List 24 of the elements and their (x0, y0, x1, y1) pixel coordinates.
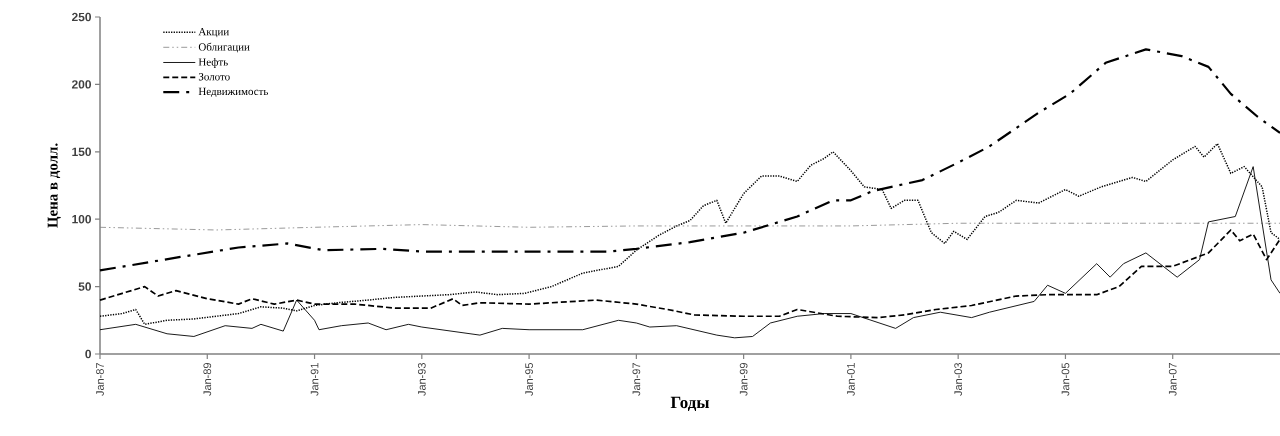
legend-label: Золото (198, 73, 230, 81)
x-axis-title: Годы (670, 396, 710, 411)
y-tick-label: 250 (71, 12, 92, 22)
y-tick-label: 0 (85, 349, 92, 359)
x-tick-label: Jan-87 (96, 363, 104, 396)
y-axis-title: Цена в долл. (47, 143, 61, 228)
y-tick-label: 200 (71, 80, 92, 89)
y-tick-label: 150 (72, 147, 92, 157)
x-tick-label: Jan-89 (203, 363, 212, 396)
legend-label: Недвижимость (198, 87, 269, 98)
x-tick-label: Jan-03 (954, 363, 963, 396)
x-tick-label: Jan-97 (632, 363, 641, 396)
y-tick-label: 100 (72, 214, 92, 224)
y-tick-label: 50 (78, 282, 92, 291)
x-tick-label: Jan-07 (1168, 363, 1177, 396)
x-tick-label: Jan-05 (1061, 363, 1070, 396)
x-tick-label: Jan-95 (525, 363, 533, 396)
legend-label: Нефть (198, 57, 228, 68)
x-tick-label: Jan-01 (847, 363, 855, 396)
x-tick-label: Jan-99 (739, 363, 748, 396)
x-tick-label: Jan-91 (310, 363, 319, 396)
legend-label: Облигации (198, 42, 250, 53)
legend-label: Акции (198, 27, 229, 38)
x-tick-label: Jan-93 (417, 363, 426, 396)
